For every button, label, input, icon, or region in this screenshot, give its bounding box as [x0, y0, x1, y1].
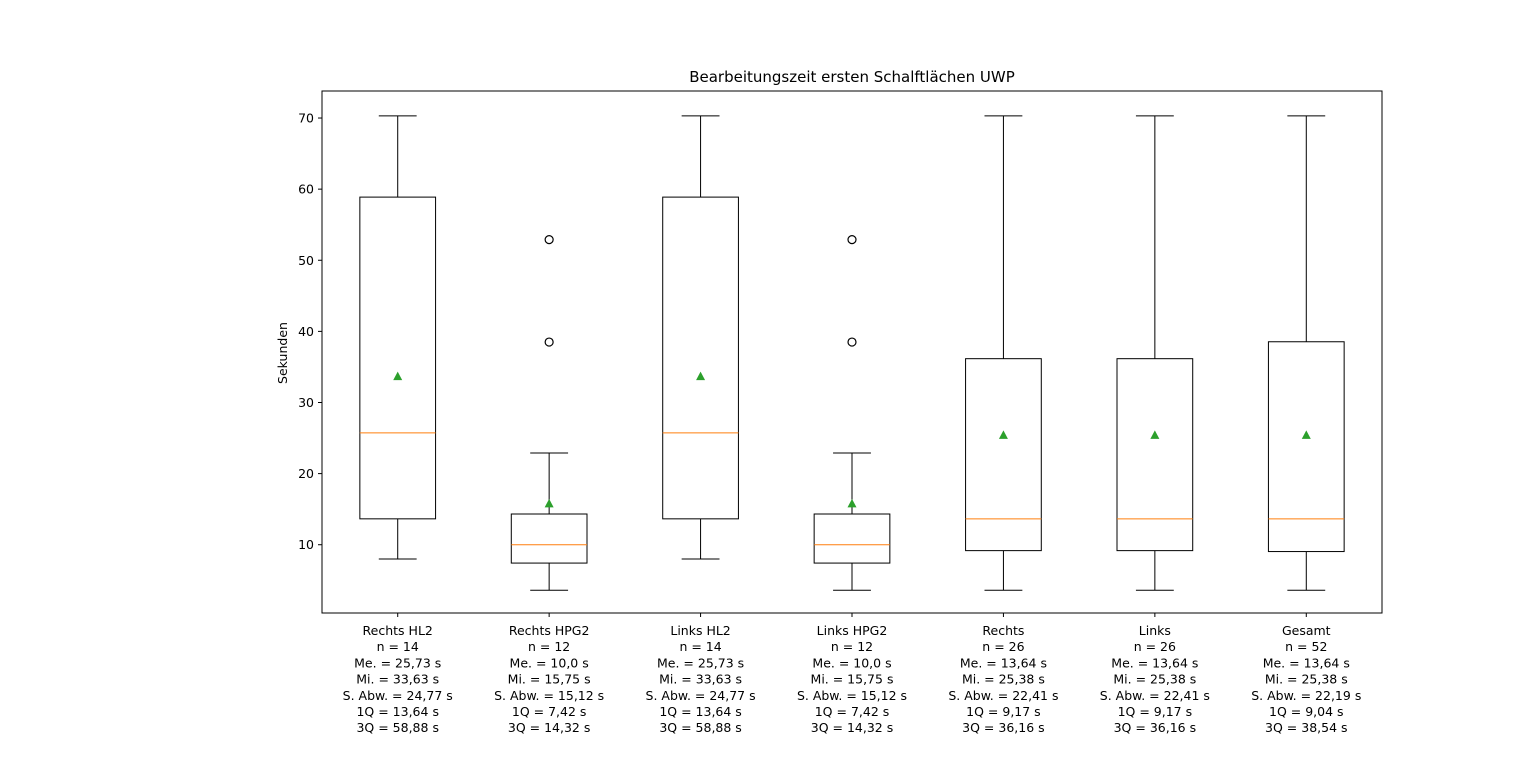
box-group — [813, 235, 891, 591]
iqr-box — [510, 513, 588, 564]
x-tick-label-line: Me. = 10,0 s — [812, 655, 891, 670]
y-tick-label: 10 — [298, 537, 314, 552]
x-tick-label-line: n = 12 — [528, 639, 570, 654]
x-tick-label-line: S. Abw. = 24,77 s — [343, 688, 453, 703]
y-tick-label: 20 — [298, 466, 314, 481]
x-tick-label-line: n = 14 — [377, 639, 419, 654]
x-tick-label-line: Me. = 25,73 s — [354, 655, 441, 670]
x-tick-label-line: 1Q = 9,04 s — [1269, 704, 1344, 719]
iqr-box — [813, 513, 891, 564]
x-axis-labels: Rechts HL2 n = 14 Me. = 25,73 s Mi. = 33,63… — [343, 613, 1361, 735]
x-tick-label-line: Rechts HPG2 — [509, 623, 590, 638]
x-tick-label-line: Mi. = 25,38 s — [962, 672, 1045, 687]
x-tick-label-line: Mi. = 33,63 s — [356, 672, 439, 687]
box-group — [1267, 115, 1345, 591]
x-tick-label: Rechts n = 26 Me. = 13,64 s Mi. = 25,38 s S.… — [948, 623, 1058, 735]
x-tick-label: Rechts HL2 n = 14 Me. = 25,73 s Mi. = 33,63… — [343, 623, 453, 735]
iqr-box — [1116, 358, 1194, 552]
box-group — [510, 235, 588, 591]
x-tick-label-line: 3Q = 58,88 s — [356, 720, 438, 735]
box-group — [359, 115, 437, 560]
x-tick-label-line: 1Q = 9,17 s — [966, 704, 1041, 719]
mean-marker — [544, 498, 554, 508]
x-tick-label-line: n = 12 — [831, 639, 873, 654]
boxes-layer — [359, 115, 1345, 591]
x-tick-label-line: S. Abw. = 22,41 s — [1100, 688, 1210, 703]
y-tick-label: 30 — [298, 395, 314, 410]
mean-marker — [998, 430, 1008, 439]
x-tick-label: Links HL2 n = 14 Me. = 25,73 s Mi. = 33,63 … — [646, 623, 756, 735]
y-tick-label: 40 — [298, 324, 314, 339]
iqr-box — [359, 196, 437, 520]
x-tick-label-line: n = 26 — [982, 639, 1024, 654]
x-tick-label-line: 1Q = 9,17 s — [1118, 704, 1193, 719]
x-tick-label-line: S. Abw. = 22,41 s — [948, 688, 1058, 703]
x-tick-label-line: 3Q = 38,54 s — [1265, 720, 1347, 735]
outlier-point — [544, 235, 554, 245]
x-tick-label: Gesamt n = 52 Me. = 13,64 s Mi. = 25,38 s S.… — [1251, 623, 1361, 735]
mean-marker — [1301, 430, 1311, 439]
y-tick-label: 60 — [298, 182, 314, 197]
x-tick-label-line: Me. = 25,73 s — [657, 655, 744, 670]
x-tick-label-line: Me. = 13,64 s — [960, 655, 1047, 670]
iqr-box — [1267, 341, 1345, 553]
x-tick-label: Rechts HPG2 n = 12 Me. = 10,0 s Mi. = 15,75… — [494, 623, 604, 735]
box-group — [1116, 115, 1194, 591]
x-tick-label-line: Mi. = 25,38 s — [1265, 672, 1348, 687]
box-group — [662, 115, 739, 560]
x-tick-label-line: 3Q = 14,32 s — [508, 720, 590, 735]
x-tick-label-line: Rechts HL2 — [363, 623, 433, 638]
x-tick-label-line: S. Abw. = 15,12 s — [494, 688, 604, 703]
x-tick-label-line: n = 14 — [679, 639, 721, 654]
x-tick-label-line: 3Q = 36,16 s — [962, 720, 1044, 735]
y-axis-label: Sekunden — [275, 322, 290, 384]
plot-area-frame — [321, 90, 1383, 614]
x-tick-label-line: Links HL2 — [670, 623, 730, 638]
x-tick-label-line: Mi. = 25,38 s — [1113, 672, 1196, 687]
mean-marker — [393, 371, 403, 381]
x-tick-label-line: Me. = 10,0 s — [510, 655, 589, 670]
y-tick-label: 50 — [298, 253, 314, 268]
x-tick-label-line: 1Q = 13,64 s — [659, 704, 741, 719]
x-tick-label-line: 3Q = 36,16 s — [1114, 720, 1196, 735]
mean-marker — [696, 371, 706, 381]
x-tick-label-line: Me. = 13,64 s — [1111, 655, 1198, 670]
x-tick-label-line: 3Q = 14,32 s — [811, 720, 893, 735]
y-tick-label: 70 — [298, 111, 314, 126]
x-tick-label-line: S. Abw. = 15,12 s — [797, 688, 907, 703]
x-tick-label-line: Me. = 13,64 s — [1263, 655, 1350, 670]
x-tick-label-line: Mi. = 33,63 s — [659, 672, 742, 687]
outlier-point — [847, 337, 857, 347]
x-tick-label-line: Links HPG2 — [817, 623, 888, 638]
x-tick-label: Links HPG2 n = 12 Me. = 10,0 s Mi. = 15,75 … — [797, 623, 907, 735]
x-tick-label-line: S. Abw. = 22,19 s — [1251, 688, 1361, 703]
x-tick-label-line: Mi. = 15,75 s — [508, 672, 591, 687]
outlier-point — [544, 337, 554, 347]
box-group — [965, 115, 1042, 591]
outlier-point — [847, 235, 857, 245]
mean-marker — [1150, 430, 1160, 439]
chart-title: Bearbeitungszeit ersten Schalftlächen UW… — [689, 68, 1015, 86]
y-axis: 10 20 30 40 50 60 70 — [298, 111, 322, 552]
x-tick-label-line: 1Q = 13,64 s — [356, 704, 438, 719]
iqr-box — [965, 358, 1042, 552]
x-tick-label-line: Rechts — [982, 623, 1024, 638]
x-tick-label-line: Mi. = 15,75 s — [811, 672, 894, 687]
x-tick-label-line: Links — [1139, 623, 1171, 638]
x-tick-label-line: n = 52 — [1285, 639, 1327, 654]
x-tick-label-line: Gesamt — [1282, 623, 1331, 638]
x-tick-label-line: 3Q = 58,88 s — [659, 720, 741, 735]
x-tick-label: Links n = 26 Me. = 13,64 s Mi. = 25,38 s S. … — [1100, 623, 1210, 735]
x-tick-label-line: n = 26 — [1134, 639, 1176, 654]
x-tick-label-line: S. Abw. = 24,77 s — [646, 688, 756, 703]
mean-marker — [847, 498, 857, 508]
x-tick-label-line: 1Q = 7,42 s — [512, 704, 587, 719]
x-tick-label-line: 1Q = 7,42 s — [815, 704, 890, 719]
iqr-box — [662, 196, 739, 520]
